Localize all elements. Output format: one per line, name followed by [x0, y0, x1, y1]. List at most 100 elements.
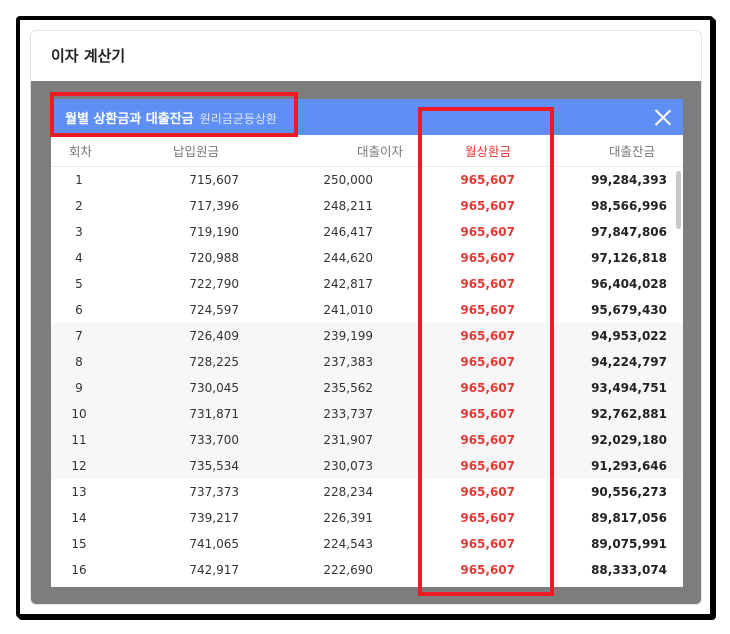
cell-balance: 97,847,806: [591, 225, 667, 239]
cell-round: 7: [75, 329, 83, 343]
cell-interest: 239,199: [323, 329, 373, 343]
cell-round: 2: [75, 199, 83, 213]
cell-round: 13: [71, 485, 87, 499]
cell-monthly-payment: 965,607: [460, 173, 515, 187]
cell-principal: 719,190: [189, 225, 239, 239]
table-row: 16 742,917 222,690 965,607 88,333,074: [51, 557, 683, 583]
cell-monthly-payment: 965,607: [460, 199, 515, 213]
cell-interest: 231,907: [323, 433, 373, 447]
col-header-principal: 납입원금: [173, 144, 220, 159]
cell-interest: 233,737: [323, 407, 373, 421]
cell-principal: 717,396: [189, 199, 239, 213]
cell-principal: 731,871: [189, 407, 239, 421]
cell-principal: 733,700: [189, 433, 239, 447]
cell-interest: 248,211: [323, 199, 373, 213]
cell-interest: 242,817: [323, 277, 373, 291]
card-title: 이자 계산기: [51, 47, 126, 65]
table-row: 2 717,396 248,211 965,607 98,566,996: [51, 193, 683, 219]
table-row: 6 724,597 241,010 965,607 95,679,430: [51, 297, 683, 323]
cell-principal: 720,988: [189, 251, 239, 265]
cell-principal: 724,597: [189, 303, 239, 317]
cell-round: 4: [75, 251, 83, 265]
cell-principal: 742,917: [189, 563, 239, 577]
cell-principal: 730,045: [189, 381, 239, 395]
cell-balance: 94,953,022: [591, 329, 667, 343]
cell-round: 12: [71, 459, 87, 473]
cell-round: 9: [75, 381, 83, 395]
cell-monthly-payment: 965,607: [460, 355, 515, 369]
cell-monthly-payment: 965,607: [460, 407, 515, 421]
cell-monthly-payment: 965,607: [460, 251, 515, 265]
cell-round: 11: [71, 433, 87, 447]
cell-round: 8: [75, 355, 83, 369]
table-header: 회차 납입원금 대출이자 월상환금 대출잔금: [51, 135, 683, 167]
cell-monthly-payment: 965,607: [460, 381, 515, 395]
cell-interest: 222,690: [323, 563, 373, 577]
cell-interest: 226,391: [323, 511, 373, 525]
cell-principal: 735,534: [189, 459, 239, 473]
scrollbar-thumb[interactable]: [676, 171, 681, 229]
cell-monthly-payment: 965,607: [460, 485, 515, 499]
cell-principal: 739,217: [189, 511, 239, 525]
table-row: 15 741,065 224,543 965,607 89,075,991: [51, 531, 683, 557]
cell-round: 5: [75, 277, 83, 291]
cell-interest: 237,383: [323, 355, 373, 369]
cell-balance: 97,126,818: [591, 251, 667, 265]
modal-title-text: 월별 상환금과 대출잔금: [65, 112, 194, 127]
cell-balance: 96,404,028: [591, 277, 667, 291]
table-body[interactable]: 1 715,607 250,000 965,607 99,284,393 2 717,396…: [51, 167, 683, 587]
cell-interest: 228,234: [323, 485, 373, 499]
cell-balance: 89,075,991: [591, 537, 667, 551]
cell-balance: 95,679,430: [591, 303, 667, 317]
table-row: 5 722,790 242,817 965,607 96,404,028: [51, 271, 683, 297]
cell-interest: 224,543: [323, 537, 373, 551]
cell-round: 3: [75, 225, 83, 239]
cell-interest: 235,562: [323, 381, 373, 395]
cell-monthly-payment: 965,607: [460, 433, 515, 447]
modal-title: 월별 상환금과 대출잔금 원리금균등상환: [65, 108, 277, 127]
cell-round: 16: [71, 563, 87, 577]
cell-balance: 99,284,393: [591, 173, 667, 187]
close-icon[interactable]: [653, 107, 673, 127]
cell-round: 14: [71, 511, 87, 525]
cell-round: 1: [75, 173, 83, 187]
cell-round: 15: [71, 537, 87, 551]
col-header-monthly-payment: 월상환금: [465, 144, 512, 159]
cell-round: 10: [71, 407, 87, 421]
cell-balance: 93,494,751: [591, 381, 667, 395]
cell-principal: 722,790: [189, 277, 239, 291]
cell-monthly-payment: 965,607: [460, 225, 515, 239]
table-row: 14 739,217 226,391 965,607 89,817,056: [51, 505, 683, 531]
modal-header: 월별 상환금과 대출잔금 원리금균등상환: [51, 99, 683, 135]
cell-monthly-payment: 965,607: [460, 303, 515, 317]
cell-interest: 241,010: [323, 303, 373, 317]
cell-balance: 98,566,996: [591, 199, 667, 213]
cell-balance: 88,333,074: [591, 563, 667, 577]
cell-interest: 246,417: [323, 225, 373, 239]
cell-principal: 728,225: [189, 355, 239, 369]
table-row: 7 726,409 239,199 965,607 94,953,022: [51, 323, 683, 349]
cell-principal: 741,065: [189, 537, 239, 551]
cell-principal: 715,607: [189, 173, 239, 187]
calculator-card: 이자 계산기 월별 상환금과 대출잔금 원리금균등상환 회차 납입원금 대출이자 …: [30, 30, 702, 605]
cell-balance: 90,556,273: [591, 485, 667, 499]
cell-balance: 92,029,180: [591, 433, 667, 447]
cell-monthly-payment: 965,607: [460, 459, 515, 473]
cell-round: 6: [75, 303, 83, 317]
cell-balance: 91,293,646: [591, 459, 667, 473]
table-row: 10 731,871 233,737 965,607 92,762,881: [51, 401, 683, 427]
col-header-interest: 대출이자: [357, 144, 404, 159]
col-header-round: 회차: [69, 144, 93, 159]
table-row: 13 737,373 228,234 965,607 90,556,273: [51, 479, 683, 505]
table-row: 4 720,988 244,620 965,607 97,126,818: [51, 245, 683, 271]
col-header-balance: 대출잔금: [609, 144, 656, 159]
cell-principal: 737,373: [189, 485, 239, 499]
cell-monthly-payment: 965,607: [460, 277, 515, 291]
table-row: 12 735,534 230,073 965,607 91,293,646: [51, 453, 683, 479]
modal-subtitle: 원리금균등상환: [199, 112, 277, 126]
table-row: 11 733,700 231,907 965,607 92,029,180: [51, 427, 683, 453]
cell-monthly-payment: 965,607: [460, 329, 515, 343]
cell-monthly-payment: 965,607: [460, 563, 515, 577]
schedule-modal: 월별 상환금과 대출잔금 원리금균등상환 회차 납입원금 대출이자 월상환금 대출…: [51, 99, 683, 587]
cell-balance: 94,224,797: [591, 355, 667, 369]
